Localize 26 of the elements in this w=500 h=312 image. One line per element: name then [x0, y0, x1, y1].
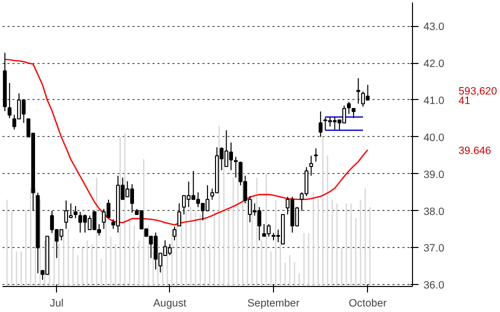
- y-tick-label: 40.0: [424, 132, 444, 144]
- candlestick: [172, 226, 176, 241]
- candlestick: [177, 202, 182, 226]
- candlestick: [59, 228, 64, 241]
- candlestick: [309, 155, 314, 176]
- candlestick: [314, 148, 318, 162]
- y-tick-label: 38.0: [424, 206, 444, 218]
- x-tick-label: October: [348, 298, 388, 310]
- y-tick-label: 39.0: [424, 168, 444, 181]
- x-tick-label: Jul: [50, 298, 64, 310]
- text: 593,620: [458, 85, 498, 98]
- candlestick: [8, 82, 12, 119]
- y-tick-label: 43.0: [424, 21, 444, 34]
- text: 39.646: [458, 144, 492, 157]
- y-tick-label: 41.0: [424, 95, 444, 107]
- candlestick: [64, 200, 68, 230]
- line-series: [4, 58, 368, 226]
- x-tick-label: September: [247, 298, 300, 310]
- candlestick: [356, 78, 360, 104]
- x-tick-label: August: [153, 298, 186, 310]
- candlestick: [74, 205, 78, 219]
- y-tick-label: 37.0: [424, 242, 444, 255]
- text: 41: [458, 95, 470, 107]
- candlestick: [318, 110, 323, 138]
- y-tick-label: 42.0: [424, 58, 444, 70]
- y-tick-label: 36.0: [424, 280, 444, 292]
